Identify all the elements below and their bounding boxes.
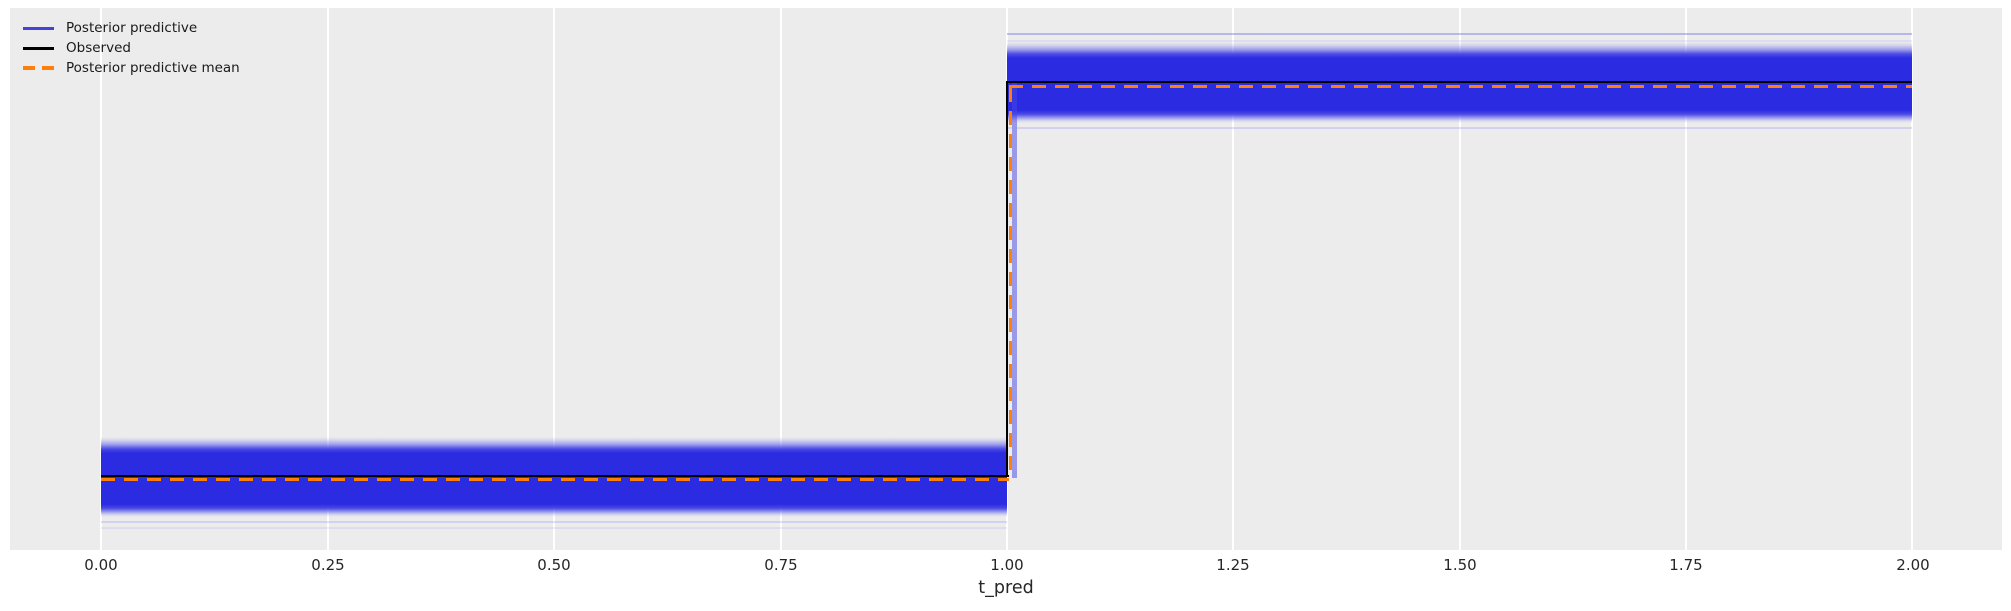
stray-sample-line — [1007, 40, 1912, 42]
x-tick-label: 0.00 — [84, 556, 118, 574]
mean-line-low-segment — [101, 478, 1009, 481]
stray-sample-line — [101, 527, 1007, 529]
stray-sample-line — [101, 521, 1007, 523]
stray-sample-line — [1007, 127, 1912, 129]
mean-line-step — [1009, 88, 1012, 478]
observed-line-step — [1006, 81, 1008, 477]
legend-entry-posterior-predictive: Posterior predictive — [23, 18, 240, 38]
gridline-x-0.00 — [100, 8, 102, 550]
legend-entry-posterior-predictive-mean: Posterior predictive mean — [23, 58, 240, 78]
x-tick-label: 1.50 — [1443, 556, 1477, 574]
legend: Posterior predictive Observed Posterior … — [23, 18, 240, 78]
posterior-predictive-band-lower — [101, 437, 1007, 517]
x-tick-label: 2.00 — [1896, 556, 1930, 574]
x-tick-label: 0.75 — [764, 556, 798, 574]
x-tick-label: 1.00 — [990, 556, 1024, 574]
legend-label: Posterior predictive mean — [66, 60, 240, 76]
legend-label: Observed — [66, 40, 131, 56]
x-tick-label: 1.25 — [1216, 556, 1250, 574]
observed-line-high-segment — [1007, 81, 1912, 83]
legend-entry-observed: Observed — [23, 38, 240, 58]
gridline-x-1.50 — [1459, 8, 1461, 550]
x-tick-label: 0.25 — [311, 556, 345, 574]
x-tick-label: 1.75 — [1669, 556, 1703, 574]
legend-label: Posterior predictive — [66, 20, 198, 36]
stray-sample-line — [1007, 33, 1912, 35]
gridline-x-2.00 — [1911, 8, 1913, 550]
posterior-predictive-band-step — [1012, 82, 1017, 478]
mean-line-high-segment — [1009, 85, 1912, 88]
legend-line-blue-icon — [23, 26, 54, 30]
gridline-x-0.75 — [780, 8, 782, 550]
gridline-x-1.75 — [1685, 8, 1687, 550]
x-axis-label: t_pred — [978, 578, 1034, 598]
observed-line-low-segment — [101, 475, 1009, 477]
legend-line-black-icon — [23, 46, 54, 50]
gridline-x-1.25 — [1232, 8, 1234, 550]
legend-line-orange-dashed-icon — [23, 66, 54, 70]
gridline-x-0.25 — [327, 8, 329, 550]
x-tick-label: 0.50 — [537, 556, 571, 574]
gridline-x-0.50 — [553, 8, 555, 550]
plot-area: Posterior predictive Observed Posterior … — [10, 8, 2002, 550]
